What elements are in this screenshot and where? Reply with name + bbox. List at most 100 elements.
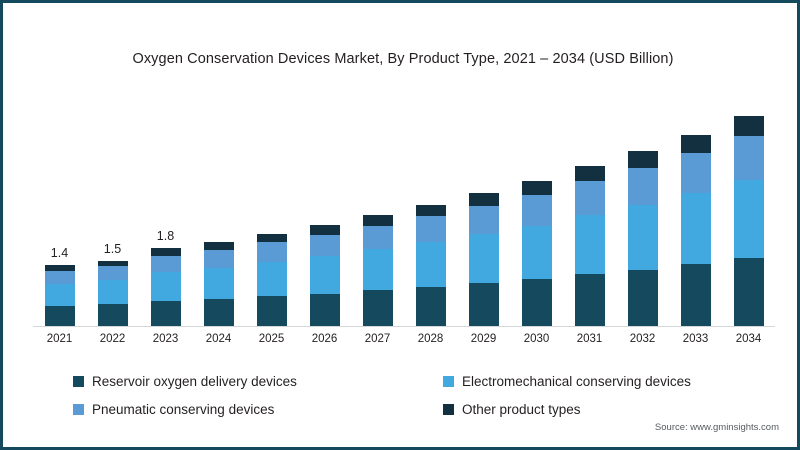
bar-segment-2026-s2 [309,235,340,257]
x-tick-2034: 2034 [735,333,762,345]
x-tick-2023: 2023 [152,333,179,345]
bar-segment-2021-s0 [44,306,75,326]
bar-segment-2034-s2 [733,136,764,181]
bar-2030 [521,180,552,326]
bar-segment-2031-s1 [574,215,605,275]
bar-segment-2034-s3 [733,116,764,137]
bar-segment-2027-s1 [362,248,393,291]
bar-2027 [362,215,393,326]
bar-segment-2033-s0 [680,264,711,326]
bar-2028 [415,205,446,326]
bar-value-label-2022: 1.5 [103,242,122,256]
bar-2025 [256,233,287,326]
x-tick-2028: 2028 [417,333,444,345]
x-tick-2031: 2031 [576,333,603,345]
bar-segment-2033-s2 [680,153,711,194]
x-tick-2026: 2026 [311,333,338,345]
bar-segment-2021-s3 [44,265,75,271]
plot-area: 1.4 1.5 1.8 [33,93,775,327]
bar-segment-2034-s0 [733,258,764,326]
bar-segment-2022-s2 [97,266,128,281]
bar-segment-2021-s1 [44,283,75,307]
bar-segment-2024-s1 [203,267,234,299]
bar-2021 [44,265,75,326]
bar-segment-2027-s3 [362,215,393,226]
x-tick-2030: 2030 [523,333,550,345]
bar-segment-2034-s1 [733,180,764,259]
bar-segment-2030-s0 [521,279,552,326]
x-tick-2033: 2033 [682,333,709,345]
legend-swatch-icon-0 [73,375,84,387]
bar-segment-2032-s2 [627,167,658,205]
bar-segment-2023-s3 [150,248,181,256]
chart-title: Oxygen Conservation Devices Market, By P… [132,51,674,67]
bar-2029 [468,193,499,326]
bar-segment-2027-s2 [362,225,393,249]
legend-swatch-icon-2 [73,403,84,415]
bar-segment-2024-s0 [203,298,234,326]
bar-segment-2027-s0 [362,290,393,326]
bar-segment-2025-s0 [256,296,287,326]
bar-segment-2032-s1 [627,204,658,270]
bar-2022 [97,261,128,326]
bar-segment-2032-s0 [627,269,658,326]
bar-segment-2023-s0 [150,300,181,326]
x-tick-2024: 2024 [205,333,232,345]
legend-swatch-icon-3 [443,403,454,415]
bar-2033 [680,134,711,326]
bar-segment-2025-s2 [256,242,287,262]
bar-segment-2028-s1 [415,241,446,288]
legend-swatch-icon-1 [443,375,454,387]
bar-2026 [309,225,340,326]
bar-segment-2032-s3 [627,151,658,168]
source-note: Source: www.gminsights.com [654,422,779,433]
bar-segment-2030-s1 [521,225,552,280]
legend-item-3[interactable]: Other product types [443,402,763,417]
bar-segment-2031-s2 [574,181,605,216]
legend-item-0[interactable]: Reservoir oxygen delivery devices [73,374,443,389]
bar-segment-2033-s3 [680,134,711,154]
bar-segment-2021-s2 [44,271,75,284]
legend-label-3: Other product types [462,401,581,417]
bar-2023 [150,248,181,326]
x-tick-2022: 2022 [99,333,126,345]
legend-label-1: Electromechanical conserving devices [462,373,691,389]
bar-value-label-2023: 1.8 [156,229,175,243]
bar-segment-2029-s0 [468,283,499,326]
x-tick-2032: 2032 [629,333,656,345]
legend-label-0: Reservoir oxygen delivery devices [92,373,297,389]
bar-segment-2023-s2 [150,255,181,273]
bar-segment-2025-s1 [256,261,287,297]
bar-2024 [203,241,234,326]
bar-segment-2022-s1 [97,280,128,305]
bar-segment-2022-s3 [97,261,128,267]
bar-segment-2028-s2 [415,216,446,242]
bar-segment-2024-s3 [203,241,234,250]
bar-segment-2031-s0 [574,274,605,326]
bar-segment-2028-s0 [415,287,446,326]
x-tick-2029: 2029 [470,333,497,345]
bar-segment-2031-s3 [574,166,605,182]
bar-segment-2030-s2 [521,194,552,226]
x-tick-2021: 2021 [46,333,73,345]
bar-segment-2029-s1 [468,233,499,284]
bar-2031 [574,166,605,326]
legend-item-1[interactable]: Electromechanical conserving devices [443,374,763,389]
bar-2032 [627,151,658,326]
x-axis: 2021 2022 2023 2024 2025 2026 2027 2028 2029 2030… [33,333,775,351]
bar-segment-2025-s3 [256,233,287,243]
legend-label-2: Pneumatic conserving devices [92,401,275,417]
x-tick-2025: 2025 [258,333,285,345]
bar-segment-2029-s3 [468,193,499,206]
legend-item-2[interactable]: Pneumatic conserving devices [73,402,443,417]
bar-segment-2033-s1 [680,193,711,265]
chart-legend: Reservoir oxygen delivery devices Electro… [73,367,763,423]
bar-segment-2028-s3 [415,205,446,217]
bar-value-label-2021: 1.4 [50,246,69,261]
bar-segment-2024-s2 [203,249,234,268]
x-tick-2027: 2027 [364,333,391,345]
bar-segment-2026-s1 [309,256,340,294]
bar-segment-2026-s3 [309,225,340,236]
bar-2034 [733,116,764,326]
